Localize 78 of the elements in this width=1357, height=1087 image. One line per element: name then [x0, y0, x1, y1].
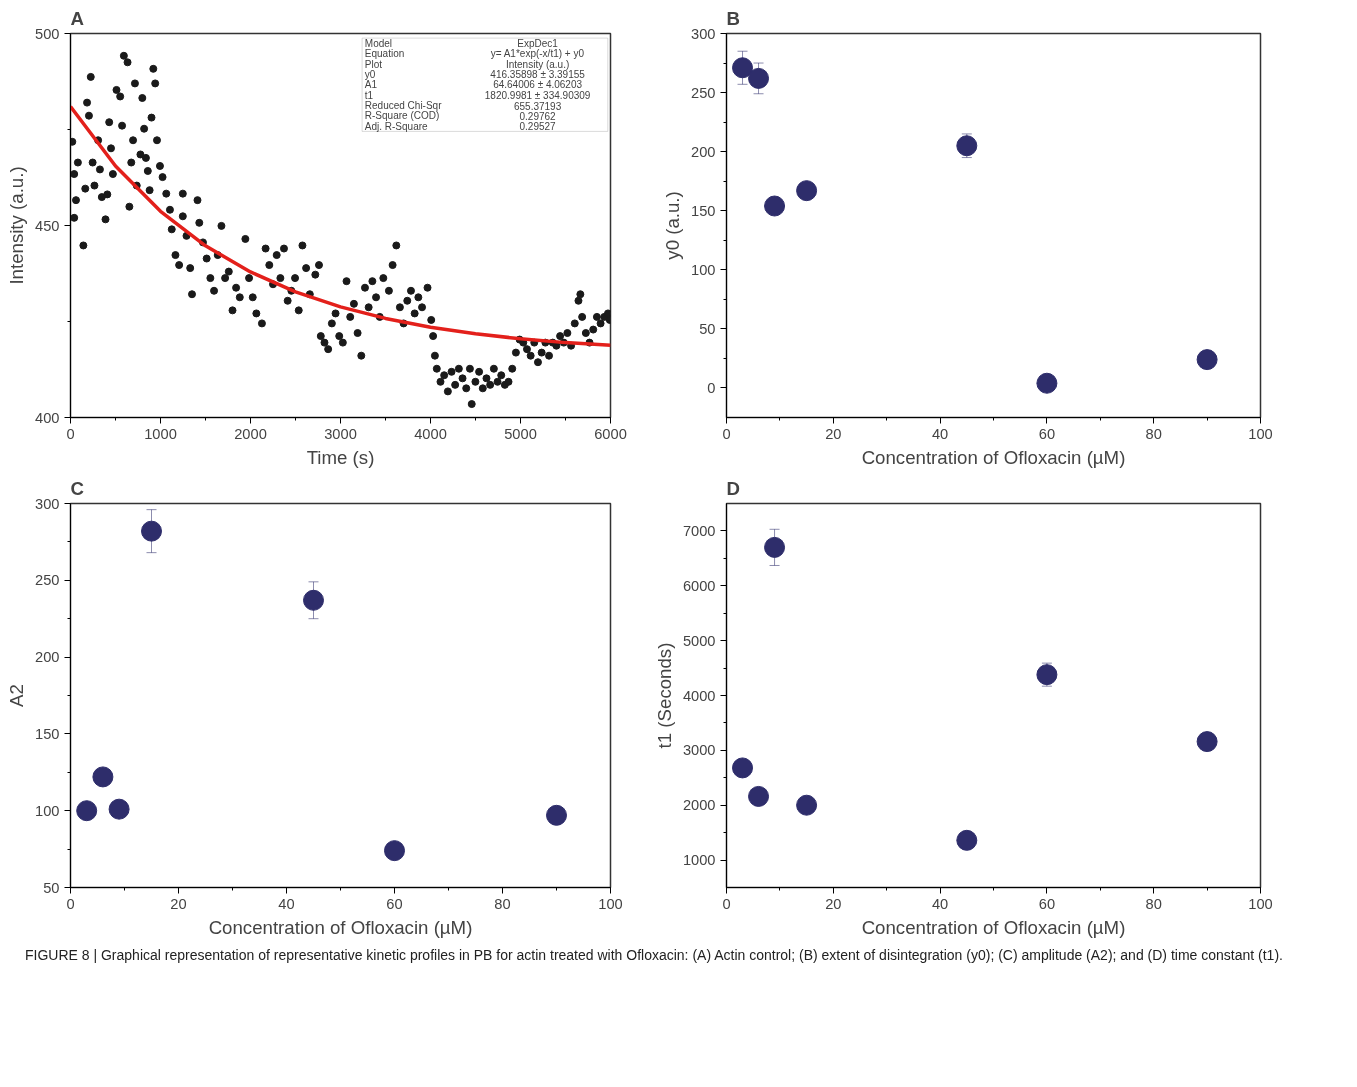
- y-tick-label: 450: [35, 217, 60, 234]
- y-tick-label: 2000: [682, 797, 716, 814]
- annotation: 655.37193: [513, 100, 562, 112]
- y-tick-label: 100: [35, 802, 60, 819]
- x-tick-label: 80: [494, 895, 511, 912]
- x-tick-label: 1000: [144, 425, 177, 442]
- x-tick-label: 20: [170, 895, 187, 912]
- chart-title: B: [726, 7, 740, 29]
- y-tick-label: 50: [43, 879, 60, 896]
- x-tick-label: 100: [1248, 895, 1273, 912]
- x-tick-label: 0: [66, 895, 75, 912]
- annotation: R-Square (COD): [364, 110, 440, 122]
- annotation: Model: [364, 37, 393, 49]
- y-tick-label: 300: [35, 495, 60, 512]
- annotation: 0.29527: [519, 121, 557, 133]
- x-tick-label: 20: [825, 895, 842, 912]
- x-tick-label: 0: [722, 895, 731, 912]
- y-tick-label: 400: [35, 409, 60, 426]
- x-tick-label: 40: [931, 895, 949, 912]
- x-tick-label: 80: [1145, 895, 1162, 912]
- x-tick-label: 3000: [324, 425, 357, 442]
- caption: FIGURE 8 | Graphical representation of representative kinetic profiles in PB for actin treated with Ofloxacin: (A) Actin control; (B) extent of disintegration (y0); (C) amplitude (A2); and (D) time constant (t1).: [25, 946, 1283, 965]
- y-tick-label: 7000: [682, 522, 716, 539]
- x-tick-label: 4000: [414, 425, 447, 442]
- annotation: ExpDec1: [517, 37, 559, 49]
- x-axis-title: Time (s): [306, 446, 375, 468]
- x-tick-label: 5000: [504, 425, 537, 442]
- y-tick-label: 300: [691, 25, 716, 42]
- annotation: Reduced Chi-Sqr: [364, 100, 443, 111]
- y-tick-label: 250: [691, 84, 716, 101]
- x-axis-title: Concentration of Ofloxacin (µM): [208, 916, 473, 938]
- y-tick-label: 250: [35, 572, 60, 589]
- y-tick-label: 150: [691, 202, 716, 219]
- y-tick-label: 200: [691, 143, 716, 160]
- y-axis-title: A2: [6, 684, 28, 707]
- y-tick-label: 200: [35, 649, 60, 666]
- annotation: y= A1*exp(-x/t1) + y0: [490, 48, 585, 60]
- x-axis-title: Concentration of Ofloxacin (µM): [861, 446, 1126, 468]
- chart-title: A: [70, 7, 84, 29]
- y-tick-label: 4000: [682, 687, 716, 704]
- y-tick-label: 500: [35, 25, 60, 42]
- x-tick-label: 100: [1248, 425, 1273, 442]
- chart-title: C: [70, 477, 84, 499]
- annotation: Adj. R-Square: [364, 120, 429, 132]
- annotation: 64.64006 ± 4.06203: [493, 79, 583, 91]
- y-tick-label: 50: [699, 320, 716, 337]
- annotation: t1: [364, 89, 374, 101]
- y-tick-label: 5000: [682, 632, 716, 649]
- annotation: 1820.9981 ± 334.90309: [484, 89, 591, 101]
- y-tick-label: 3000: [682, 742, 716, 759]
- y-axis-title: t1 (Seconds): [653, 642, 675, 749]
- annotation: A1: [364, 79, 378, 91]
- x-tick-label: 2000: [234, 425, 267, 442]
- x-tick-label: 20: [825, 425, 842, 442]
- annotation: 0.29762: [519, 110, 557, 122]
- x-tick-label: 60: [1038, 425, 1056, 442]
- x-tick-label: 40: [931, 425, 949, 442]
- x-axis-title: Concentration of Ofloxacin (µM): [861, 916, 1126, 938]
- annotation: y0: [364, 68, 376, 80]
- x-tick-label: 60: [1038, 895, 1056, 912]
- y-axis-title: y0 (a.u.): [662, 191, 684, 260]
- y-tick-label: 1000: [682, 852, 716, 869]
- y-tick-label: 100: [691, 261, 716, 278]
- x-tick-label: 80: [1145, 425, 1162, 442]
- annotation: Equation: [364, 48, 405, 60]
- y-tick-label: 150: [35, 725, 60, 742]
- annotation: Plot: [364, 58, 383, 70]
- x-tick-label: 40: [278, 895, 295, 912]
- chart-title: D: [726, 477, 740, 499]
- x-tick-label: 6000: [594, 425, 627, 442]
- y-axis-title: Intensity (a.u.): [6, 166, 28, 285]
- y-tick-label: 0: [707, 379, 716, 396]
- y-tick-label: 6000: [682, 577, 716, 594]
- x-tick-label: 0: [722, 425, 731, 442]
- x-tick-label: 0: [66, 425, 75, 442]
- x-tick-label: 100: [598, 895, 623, 912]
- annotation: Intensity (a.u.): [505, 58, 570, 70]
- x-tick-label: 60: [386, 895, 403, 912]
